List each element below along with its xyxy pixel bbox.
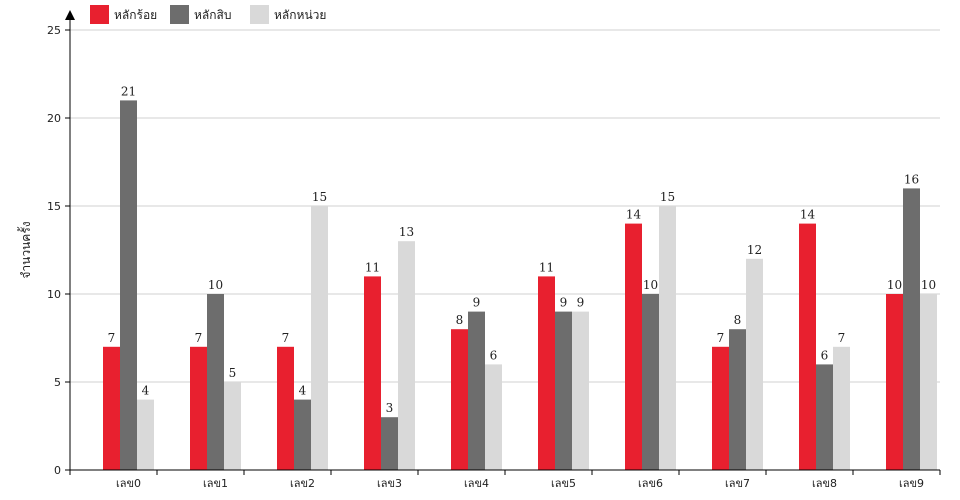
y-tick-label: 5: [54, 376, 61, 389]
bar-เลข2-หลักหน่วย: [311, 206, 328, 470]
data-label: 7: [282, 331, 290, 345]
x-tick-label: เลข3: [377, 477, 402, 490]
bar-เลข8-หลักร้อย: [799, 223, 816, 470]
bar-เลข3-หลักหน่วย: [398, 241, 415, 470]
x-tick-label: เลข4: [464, 477, 489, 490]
bar-เลข7-หลักหน่วย: [746, 258, 763, 470]
bars: [103, 100, 937, 471]
legend-swatch: [90, 5, 109, 24]
bar-เลข9-หลักสิบ: [903, 188, 920, 470]
bar-เลข7-หลักร้อย: [712, 346, 729, 470]
x-tick-label: เลข5: [551, 477, 576, 490]
y-axis-arrow: [65, 10, 75, 20]
bar-เลข6-หลักสิบ: [642, 294, 659, 470]
bar-เลข9-หลักร้อย: [886, 294, 903, 470]
data-label: 4: [299, 384, 307, 398]
legend-swatch: [170, 5, 189, 24]
data-label: 14: [626, 208, 642, 222]
bar-เลข8-หลักหน่วย: [833, 346, 850, 470]
data-label: 15: [312, 190, 327, 204]
data-label: 14: [800, 208, 816, 222]
data-label: 8: [734, 313, 742, 327]
bar-เลข7-หลักสิบ: [729, 329, 746, 470]
x-tick-label: เลข7: [725, 477, 750, 490]
data-label: 10: [643, 278, 658, 292]
x-tick-label: เลข0: [116, 477, 141, 490]
y-tick-label: 10: [47, 288, 61, 301]
x-tick-label: เลข6: [638, 477, 663, 490]
y-axis-label: จำนวนครั้ง: [17, 221, 33, 278]
data-label: 13: [399, 225, 414, 239]
bar-เลข4-หลักหน่วย: [485, 364, 502, 470]
y-tick-label: 20: [47, 112, 61, 125]
data-label: 7: [195, 331, 203, 345]
bar-เลข0-หลักหน่วย: [137, 399, 154, 470]
data-label: 3: [386, 401, 394, 415]
bar-เลข0-หลักร้อย: [103, 346, 120, 470]
bar-เลข1-หลักร้อย: [190, 346, 207, 470]
y-tick-label: 0: [54, 464, 61, 477]
bar-เลข0-หลักสิบ: [120, 100, 137, 471]
data-label: 9: [577, 296, 585, 310]
y-tick-label: 25: [47, 24, 61, 37]
x-tick-label: เลข1: [203, 477, 228, 490]
data-label: 10: [887, 278, 902, 292]
bar-เลข4-หลักร้อย: [451, 329, 468, 470]
bar-เลข4-หลักสิบ: [468, 311, 485, 470]
bar-เลข1-หลักหน่วย: [224, 382, 241, 470]
data-label: 7: [717, 331, 725, 345]
data-label: 9: [560, 296, 568, 310]
data-label: 11: [365, 260, 380, 274]
data-label: 5: [229, 366, 237, 380]
data-label: 15: [660, 190, 675, 204]
bar-เลข9-หลักหน่วย: [920, 294, 937, 470]
legend: หลักร้อย หลักสิบ หลักหน่วย: [90, 5, 326, 24]
x-tick-label: เลข9: [899, 477, 924, 490]
legend-swatch: [250, 5, 269, 24]
data-label: 10: [921, 278, 936, 292]
bar-เลข3-หลักร้อย: [364, 276, 381, 470]
bar-เลข6-หลักหน่วย: [659, 206, 676, 470]
data-label: 21: [121, 84, 136, 98]
data-label: 6: [821, 348, 829, 362]
bar-เลข5-หลักหน่วย: [572, 311, 589, 470]
legend-entry: หลักสิบ: [194, 8, 231, 22]
data-label: 12: [747, 243, 762, 257]
data-label: 4: [142, 384, 150, 398]
bar-เลข6-หลักร้อย: [625, 223, 642, 470]
x-tick-label: เลข8: [812, 477, 837, 490]
data-label: 7: [108, 331, 116, 345]
bar-เลข5-หลักสิบ: [555, 311, 572, 470]
y-tick-label: 15: [47, 200, 61, 213]
data-label: 10: [208, 278, 223, 292]
bar-เลข1-หลักสิบ: [207, 294, 224, 470]
data-label: 7: [838, 331, 846, 345]
data-label: 9: [473, 296, 481, 310]
data-label: 6: [490, 348, 498, 362]
bar-เลข2-หลักร้อย: [277, 346, 294, 470]
bar-เลข2-หลักสิบ: [294, 399, 311, 470]
x-tick-label: เลข2: [290, 477, 315, 490]
bar-เลข5-หลักร้อย: [538, 276, 555, 470]
data-label: 8: [456, 313, 464, 327]
legend-entry: หลักร้อย: [114, 8, 157, 22]
bar-เลข8-หลักสิบ: [816, 364, 833, 470]
legend-entry: หลักหน่วย: [274, 8, 326, 22]
data-label: 16: [904, 172, 919, 186]
data-label: 11: [539, 260, 554, 274]
bar-เลข3-หลักสิบ: [381, 417, 398, 470]
axes: 0 5 10 15 20 25 เลข0 เลข1 เลข2 เลข3 เลข4 เลข5 เลข6 เล…: [47, 10, 941, 490]
